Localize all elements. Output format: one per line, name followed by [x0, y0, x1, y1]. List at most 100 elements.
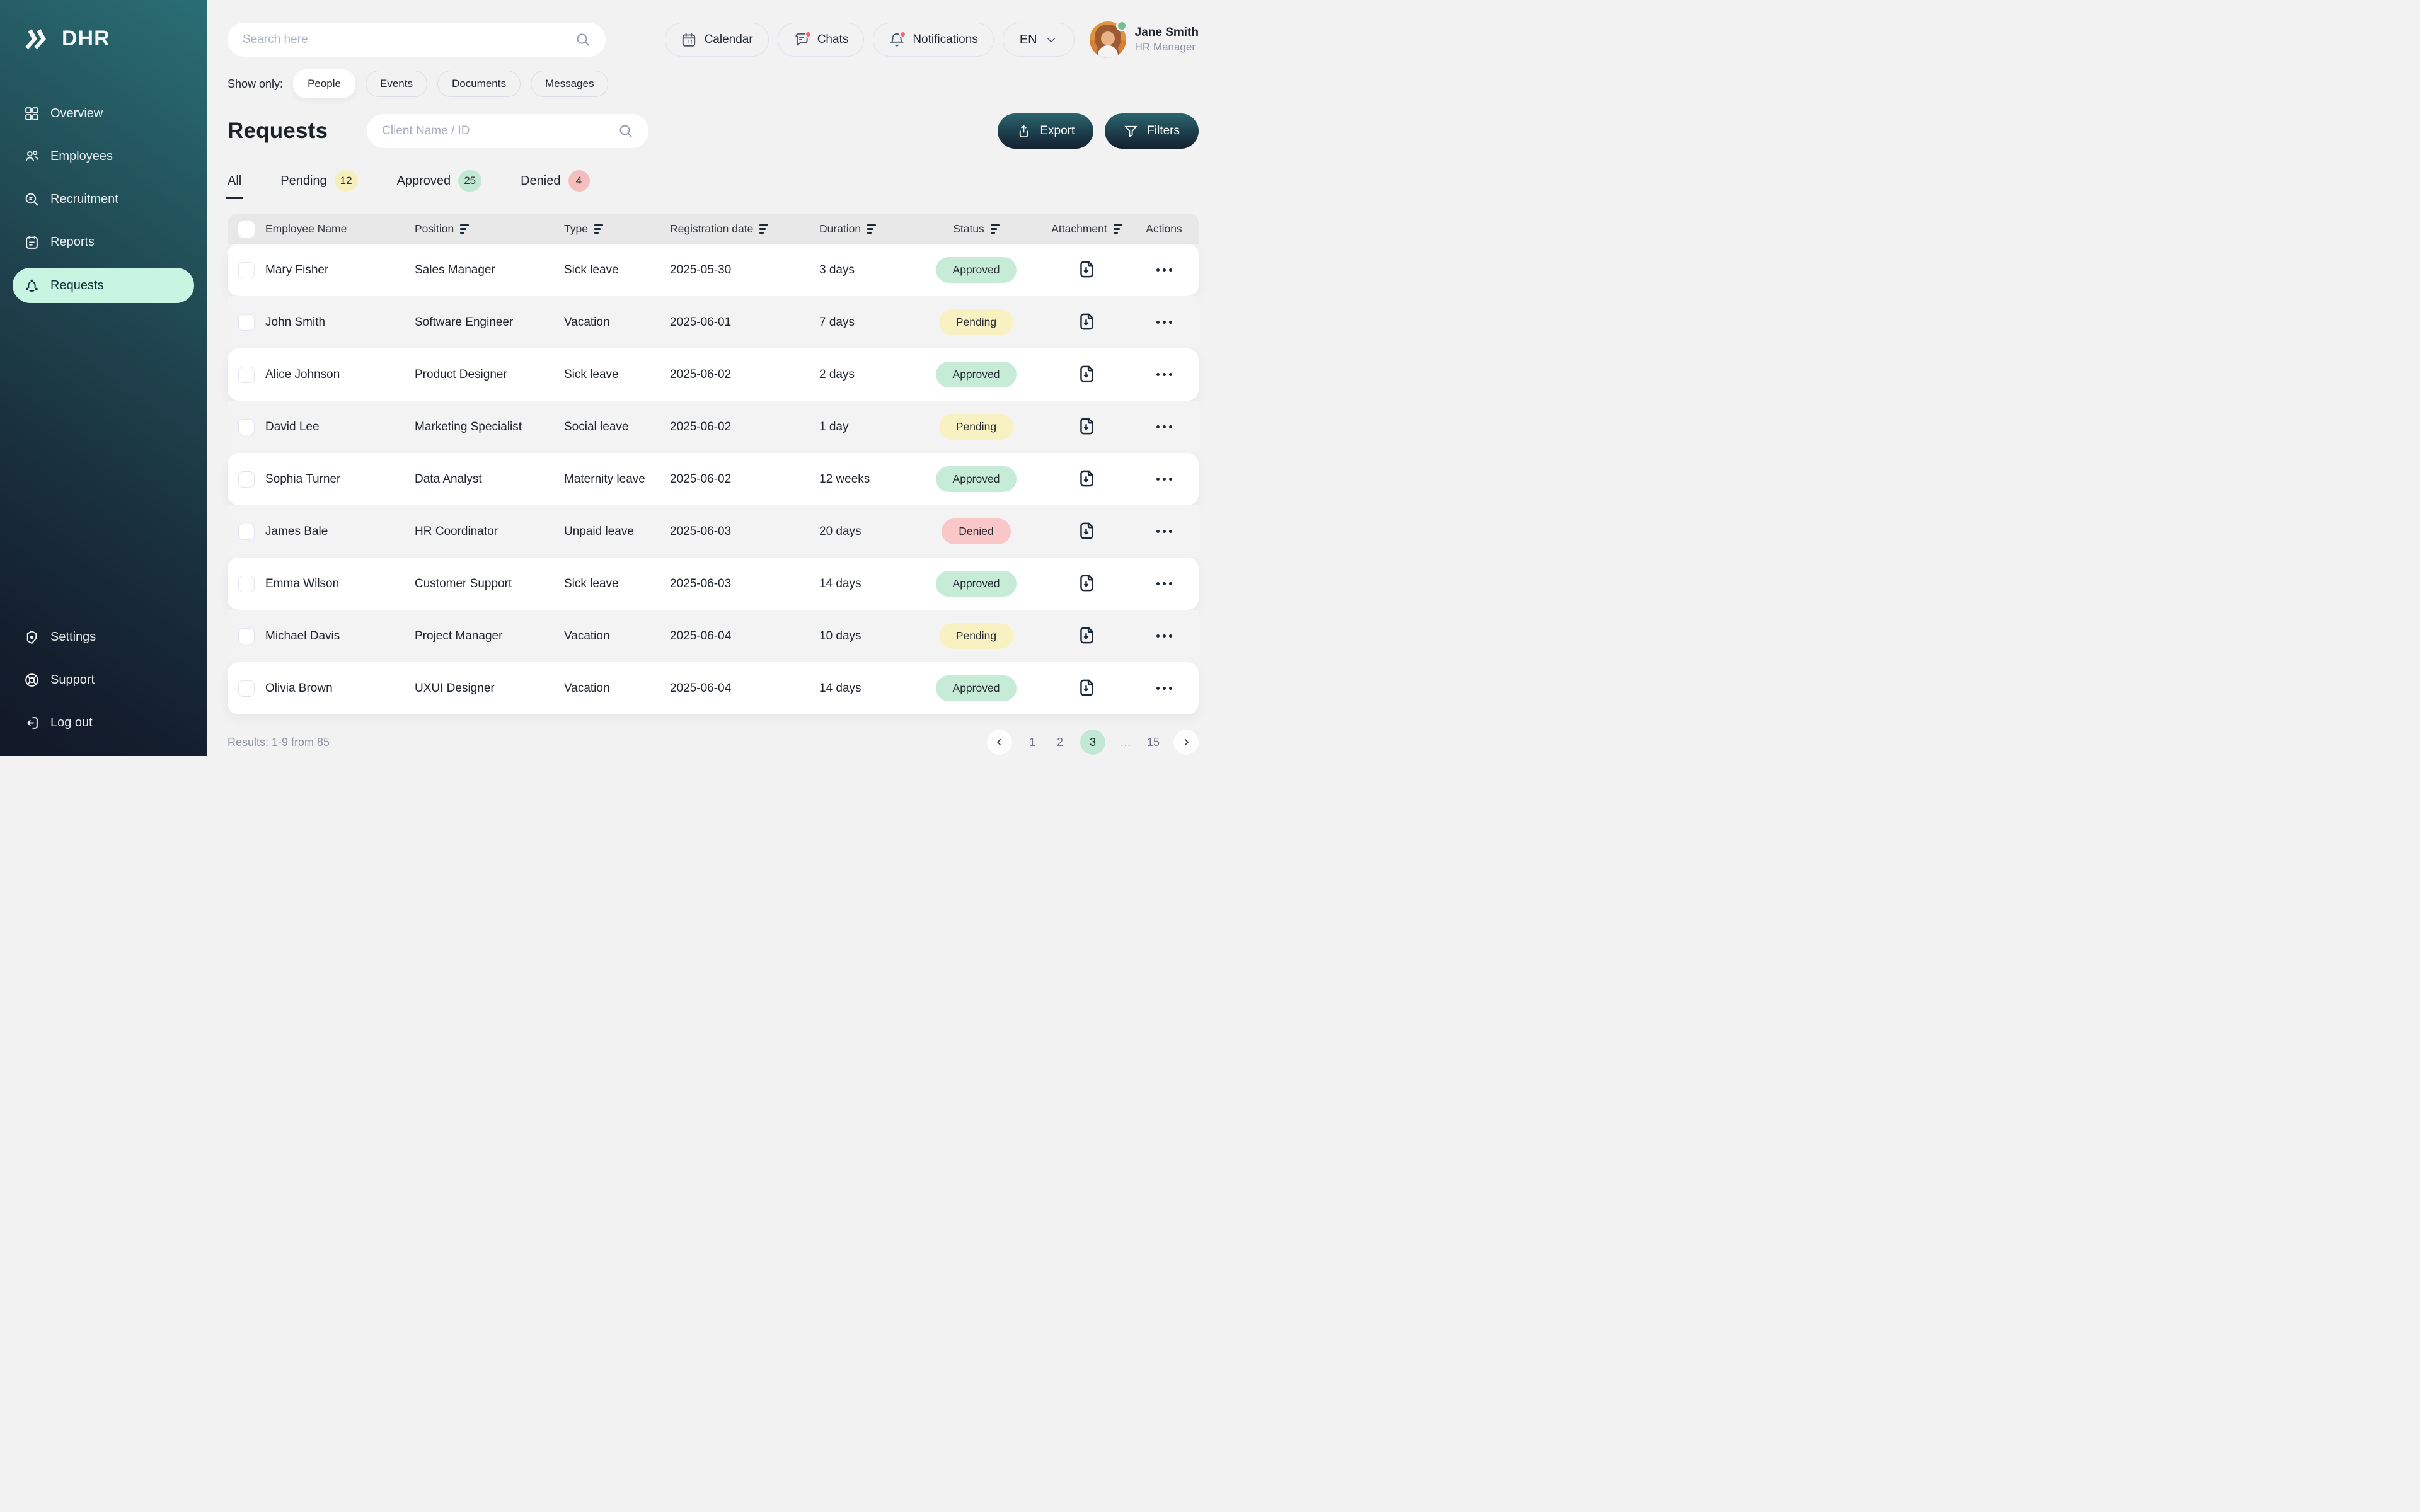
- position-cell: Product Designer: [415, 367, 507, 381]
- page-15-button[interactable]: 15: [1146, 735, 1160, 748]
- row-actions-button[interactable]: [1153, 474, 1176, 484]
- language-selector[interactable]: EN: [1002, 23, 1075, 57]
- page-2-button[interactable]: 2: [1052, 736, 1068, 749]
- sort-icon[interactable]: [460, 224, 470, 234]
- row-checkbox[interactable]: [238, 261, 255, 278]
- sidebar-item-recruitment[interactable]: Recruitment: [0, 182, 207, 216]
- page-3-button[interactable]: 3: [1080, 730, 1105, 755]
- grid-icon: [25, 106, 38, 120]
- sort-icon[interactable]: [1113, 224, 1122, 234]
- attachment-download-button[interactable]: [1077, 364, 1097, 386]
- attachment-download-button[interactable]: [1077, 626, 1097, 647]
- sidebar-item-requests[interactable]: Requests: [13, 268, 194, 303]
- row-checkbox[interactable]: [238, 418, 255, 435]
- table-body: Mary Fisher Sales Manager Sick leave 202…: [228, 244, 1199, 714]
- show-only-bar: Show only: People Events Documents Messa…: [228, 69, 1199, 98]
- main-content: Calendar Chats Notifications: [207, 0, 1210, 756]
- logo-chevrons-icon: [25, 28, 46, 49]
- next-page-button[interactable]: [1173, 730, 1199, 755]
- file-download-icon: [1080, 522, 1093, 539]
- sort-icon[interactable]: [759, 224, 769, 234]
- notifications-button[interactable]: Notifications: [873, 23, 994, 57]
- table-row: Mary Fisher Sales Manager Sick leave 202…: [228, 244, 1199, 296]
- column-header-position[interactable]: Position: [415, 222, 564, 236]
- row-actions-button[interactable]: [1153, 578, 1176, 589]
- chip-messages[interactable]: Messages: [530, 71, 609, 97]
- attachment-download-button[interactable]: [1077, 469, 1097, 490]
- attachment-download-button[interactable]: [1077, 260, 1097, 281]
- sort-icon[interactable]: [990, 224, 1000, 234]
- results-summary: Results: 1-9 from 85: [228, 735, 330, 748]
- tab-denied[interactable]: Denied 4: [521, 170, 590, 192]
- attachment-download-button[interactable]: [1077, 521, 1097, 542]
- row-checkbox[interactable]: [238, 366, 255, 383]
- column-header-status[interactable]: Status: [908, 222, 1044, 236]
- export-button[interactable]: Export: [998, 113, 1094, 149]
- page-1-button[interactable]: 1: [1025, 736, 1040, 749]
- chats-button[interactable]: Chats: [777, 23, 865, 57]
- row-actions-button[interactable]: [1153, 317, 1176, 328]
- attachment-download-button[interactable]: [1077, 678, 1097, 699]
- sidebar-item-reports[interactable]: Reports: [0, 225, 207, 259]
- file-download-icon: [1080, 365, 1093, 382]
- select-all-checkbox[interactable]: [238, 220, 255, 238]
- sidebar-item-support[interactable]: Support: [0, 663, 207, 697]
- chip-documents[interactable]: Documents: [437, 71, 521, 97]
- calendar-button[interactable]: Calendar: [664, 23, 769, 57]
- registration-date-cell: 2025-06-04: [670, 629, 732, 643]
- table-footer: Results: 1-9 from 85 1 2 3 … 15: [228, 730, 1199, 755]
- employee-name-cell: John Smith: [265, 315, 326, 329]
- sidebar-item-logout[interactable]: Log out: [0, 706, 207, 740]
- previous-page-button[interactable]: [987, 730, 1012, 755]
- app-window: DHR Overview Employees Recruitment Repor…: [0, 0, 1210, 756]
- clipboard-icon: [26, 235, 38, 249]
- column-header-type[interactable]: Type: [564, 222, 670, 236]
- app-title: DHR: [62, 26, 110, 50]
- sidebar-item-settings[interactable]: Settings: [0, 620, 207, 654]
- client-search-input[interactable]: [382, 124, 619, 138]
- tab-all[interactable]: All: [226, 173, 243, 199]
- employee-name-cell: Michael Davis: [265, 629, 340, 643]
- sidebar-item-label: Log out: [50, 715, 93, 730]
- tab-label: All: [228, 173, 242, 188]
- row-checkbox[interactable]: [238, 523, 255, 540]
- global-search-input[interactable]: [243, 33, 575, 47]
- row-actions-button[interactable]: [1153, 421, 1176, 432]
- column-header-registration-date[interactable]: Registration date: [670, 222, 819, 236]
- attachment-download-button[interactable]: [1077, 312, 1097, 333]
- row-checkbox[interactable]: [238, 314, 255, 331]
- tab-approved[interactable]: Approved 25: [397, 170, 482, 192]
- row-checkbox[interactable]: [238, 471, 255, 488]
- employee-name-cell: Alice Johnson: [265, 367, 340, 381]
- row-checkbox[interactable]: [238, 627, 255, 644]
- duration-cell: 1 day: [819, 420, 849, 433]
- table-row: Olivia Brown UXUI Designer Vacation 2025…: [228, 662, 1199, 714]
- tab-pending[interactable]: Pending 12: [280, 170, 358, 192]
- status-badge: Denied: [942, 518, 1011, 544]
- row-actions-button[interactable]: [1153, 683, 1176, 694]
- attachment-download-button[interactable]: [1077, 573, 1097, 595]
- row-checkbox[interactable]: [238, 680, 255, 697]
- row-actions-button[interactable]: [1153, 631, 1176, 641]
- row-actions-button[interactable]: [1153, 265, 1176, 275]
- chip-people[interactable]: People: [293, 69, 355, 98]
- registration-date-cell: 2025-06-03: [670, 524, 732, 538]
- row-checkbox[interactable]: [238, 575, 255, 592]
- column-header-attachment[interactable]: Attachment: [1044, 222, 1129, 236]
- sort-icon[interactable]: [594, 224, 603, 234]
- column-header-duration[interactable]: Duration: [819, 222, 908, 236]
- sidebar-item-overview[interactable]: Overview: [0, 96, 207, 130]
- sort-icon[interactable]: [867, 224, 877, 234]
- pagination: 1 2 3 … 15: [987, 730, 1199, 755]
- row-actions-button[interactable]: [1153, 526, 1176, 537]
- row-actions-button[interactable]: [1153, 369, 1176, 380]
- sidebar-item-employees[interactable]: Employees: [0, 139, 207, 173]
- search-icon[interactable]: [618, 123, 633, 139]
- user-profile[interactable]: Jane Smith HR Manager: [1089, 20, 1199, 58]
- page-header: Requests Export Filters: [228, 113, 1199, 149]
- sidebar-item-label: Overview: [50, 106, 103, 120]
- filters-button[interactable]: Filters: [1105, 113, 1199, 149]
- chip-events[interactable]: Events: [366, 71, 427, 97]
- search-icon[interactable]: [575, 32, 591, 47]
- attachment-download-button[interactable]: [1077, 416, 1097, 438]
